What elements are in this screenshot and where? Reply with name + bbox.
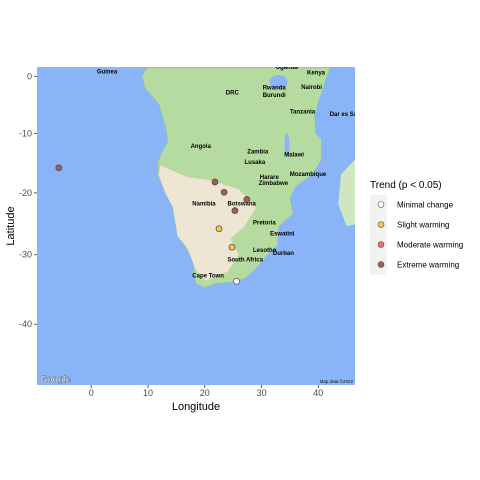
data-point-extreme-warming [243, 196, 251, 203]
legend-key-extreme-warming [377, 261, 385, 268]
x-axis: 0 10 20 30 40 Longitude [89, 385, 323, 413]
place-label: Eswatini [270, 232, 295, 238]
place-label: Durban [273, 251, 294, 257]
arid-region [158, 165, 256, 281]
place-label: Cape Town [192, 274, 224, 280]
place-label: Burundi [263, 93, 286, 99]
google-logo: Google [40, 374, 71, 384]
place-label: South Africa [228, 258, 264, 264]
data-point-extreme-warming [220, 188, 228, 196]
legend-key-minimal-change [377, 201, 385, 208]
data-point-minimal-change [233, 277, 240, 285]
y-tick-label: -30 [19, 250, 32, 260]
x-tick-label: 20 [200, 388, 210, 398]
place-label: Harare [260, 175, 280, 181]
legend-item-minimal-change: Minimal change [377, 201, 454, 210]
x-tick-label: 30 [257, 388, 267, 398]
x-tick-label: 10 [143, 388, 153, 398]
place-label: Angola [191, 144, 212, 150]
place-label: Rwanda [263, 85, 287, 91]
y-axis-title: Latitude [5, 206, 17, 245]
place-label: Zambia [247, 150, 269, 156]
x-tick-label: 0 [89, 388, 94, 398]
data-point-slight-warming [228, 243, 236, 251]
place-label: DRC [226, 91, 240, 97]
legend-key-moderate-warming [377, 241, 385, 248]
place-label: Tanzania [290, 109, 316, 115]
place-label: Malawi [284, 153, 304, 159]
data-point-slight-warming [215, 225, 223, 233]
place-label: Kenya [307, 71, 326, 77]
y-axis: 0 -10 -20 -30 -40 Latitude [5, 71, 37, 329]
lake-malawi [284, 132, 290, 157]
data-point-extreme-warming [231, 207, 239, 214]
place-label: Dar es Salaam [330, 112, 371, 118]
legend-label: Extreme warming [397, 261, 459, 270]
place-label: Namibia [192, 202, 216, 208]
x-tick-label: 40 [313, 388, 323, 398]
place-label: Botswana [228, 202, 257, 208]
madagascar-landmass [338, 159, 355, 227]
y-tick-label: -40 [19, 319, 32, 329]
data-point-extreme-warming [211, 178, 219, 186]
data-point-extreme-warming [55, 164, 63, 172]
data-points [55, 164, 251, 285]
map-attribution: Map data ©2022 [320, 378, 354, 384]
legend-label: Slight warming [397, 221, 449, 230]
legend-item-slight-warming: Slight warming [377, 221, 449, 230]
place-label: Guinea [97, 70, 118, 76]
place-label: Lesotho [253, 248, 277, 254]
y-tick-label: 0 [27, 71, 32, 81]
legend-label: Moderate warming [397, 241, 463, 250]
legend-item-extreme-warming: Extreme warming [377, 261, 459, 270]
place-label: Nairobi [301, 85, 322, 91]
x-axis-title: Longitude [172, 401, 220, 413]
map-panel: Guinea Uganda Kenya DRC Rwanda Burundi Nairobi… [37, 65, 371, 385]
legend-title: Trend (p < 0.05) [370, 180, 442, 191]
place-label: Uganda [276, 65, 299, 71]
legend-label: Minimal change [397, 201, 454, 210]
legend-item-moderate-warming: Moderate warming [377, 241, 463, 250]
legend: Trend (p < 0.05) Minimal change Slight w… [370, 180, 463, 275]
place-label: Mozambique [290, 172, 327, 178]
y-tick-label: -20 [19, 188, 32, 198]
place-label: Zimbabwe [259, 181, 289, 187]
place-labels: Guinea Uganda Kenya DRC Rwanda Burundi Nairobi… [97, 65, 371, 280]
place-label: Lusaka [245, 160, 266, 166]
legend-key-slight-warming [377, 221, 385, 228]
y-tick-label: -10 [19, 128, 32, 138]
place-label: Pretoria [253, 220, 276, 226]
lake-victoria [269, 74, 288, 89]
